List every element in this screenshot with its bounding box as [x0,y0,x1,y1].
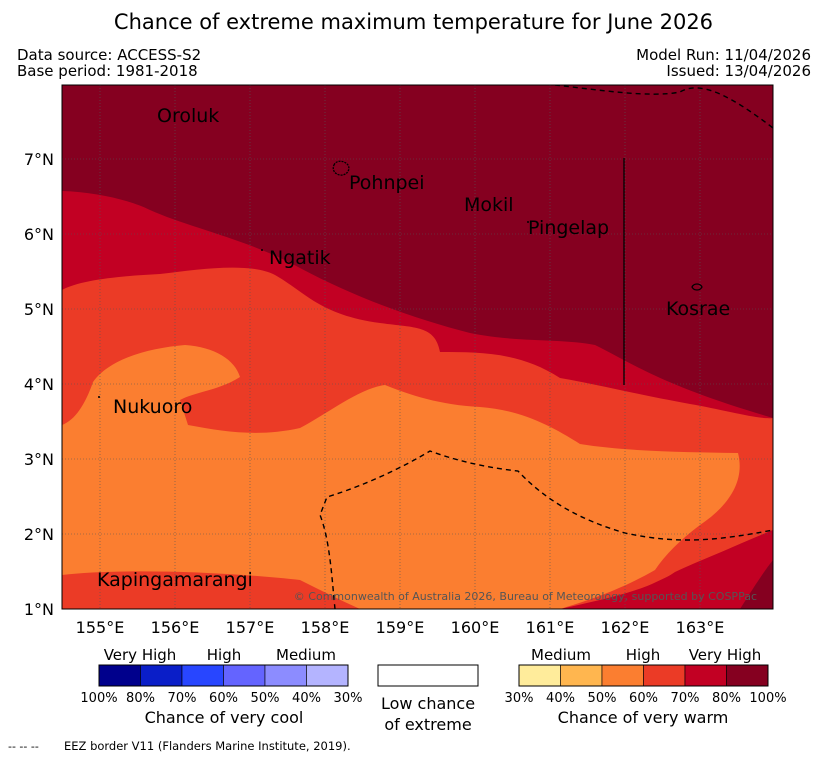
cool-swatch-5 [264,664,307,687]
data-source: Data source: ACCESS-S2 [17,46,202,64]
cool-category-medium: Medium [276,646,336,664]
warm-bar-frame [518,664,769,687]
eez-borders [319,85,773,609]
place-label-mokil: Mokil [464,194,514,216]
lon-label-158e: 158°E [301,618,350,637]
warm-tick-100: 100% [749,691,786,706]
warm-tick-labels: 30% 40% 50% 60% 70% 80% 100% [505,691,787,706]
kosrae-outline [691,283,703,291]
cool-tick-60: 60% [209,691,238,706]
cool-tick-80: 80% [126,691,155,706]
place-label-pohnpei: Pohnpei [349,172,425,194]
place-labels: Oroluk Pohnpei Mokil Pingelap Ngatik Kosrae Nu… [97,105,730,591]
lon-label-160e: 160°E [451,618,500,637]
warm-swatch-3 [601,664,644,687]
warm-tick-50: 50% [588,691,617,706]
cool-bar-frame [98,664,349,687]
lat-label-1n: 1°N [24,600,54,619]
cool-swatch-4 [223,664,266,687]
place-label-oroluk: Oroluk [157,105,219,127]
eez-symbol: -- -- -- [8,740,39,753]
cool-category-high: High [207,646,241,664]
place-label-nukuoro: Nukuoro [113,396,192,418]
place-label-ngatik: Ngatik [269,247,331,269]
legend: Very High High Medium Medium High Very H… [80,646,786,734]
lat-label-4n: 4°N [24,375,54,394]
issued-date: Issued: 13/04/2026 [666,62,811,80]
region-60 [62,345,740,609]
warm-swatch-4 [643,664,686,687]
base-period: Base period: 1981-2018 [17,62,198,80]
longitude-labels: 155°E 156°E 157°E 158°E 159°E 160°E 161°E 162°E… [76,618,725,637]
cool-colorbar [98,664,349,687]
latitude-labels: 7°N 6°N 5°N 4°N 3°N 2°N 1°N [24,150,54,619]
warm-swatch-1 [518,664,561,687]
pohnpei-outline [332,160,350,176]
low-caption-line1: Low chance [381,694,475,713]
place-label-kosrae: Kosrae [666,298,730,320]
warm-category-very-high: Very High [689,646,762,664]
cool-tick-70: 70% [168,691,197,706]
region-60-south [62,571,360,609]
lon-label-155e: 155°E [76,618,125,637]
probability-regions [62,85,773,609]
meta-right: Model Run: 11/04/2026 Issued: 13/04/2026 [636,47,811,79]
warm-category-high: High [626,646,660,664]
cool-tick-labels: 100% 80% 70% 60% 50% 40% 30% [80,691,362,706]
warm-tick-40: 40% [546,691,575,706]
lon-label-156e: 156°E [151,618,200,637]
cool-caption: Chance of very cool [145,708,304,727]
lat-label-7n: 7°N [24,150,54,169]
gridlines [62,85,773,609]
region-100-se [740,560,773,609]
eez-border-north [554,85,773,129]
warm-swatch-6 [726,664,769,687]
map-frame [61,84,774,610]
lon-label-163e: 163°E [676,618,725,637]
nukuoro-marker [98,396,100,398]
page-title: Chance of extreme maximum temperature fo… [113,10,714,34]
lat-label-3n: 3°N [24,450,54,469]
cool-swatch-6 [306,664,349,687]
lon-label-162e: 162°E [601,618,650,637]
warm-tick-30: 30% [505,691,534,706]
cool-swatch-1 [98,664,141,687]
warm-caption: Chance of very warm [558,708,729,727]
ngatik-marker [261,249,263,251]
warm-category-medium: Medium [531,646,591,664]
warm-tick-60: 60% [629,691,658,706]
model-run: Model Run: 11/04/2026 [636,46,811,64]
island-outlines [98,160,703,398]
cool-tick-100: 100% [80,691,117,706]
eez-border-south [319,450,773,609]
meta-left: Data source: ACCESS-S2 Base period: 1981… [17,47,201,79]
lat-label-5n: 5°N [24,300,54,319]
pingelap-marker [527,221,529,223]
cool-swatch-2 [140,664,183,687]
warm-swatch-5 [684,664,727,687]
lon-label-161e: 161°E [526,618,575,637]
warm-tick-70: 70% [671,691,700,706]
lat-label-2n: 2°N [24,525,54,544]
low-chance-box [377,664,479,687]
lon-label-159e: 159°E [376,618,425,637]
lon-label-157e: 157°E [226,618,275,637]
place-label-pingelap: Pingelap [528,217,609,239]
cool-category-very-high: Very High [104,646,177,664]
warm-colorbar [518,664,769,687]
mokil-marker [471,209,473,211]
cool-tick-50: 50% [251,691,280,706]
region-80-se [600,530,773,609]
copyright-text: © Commonwealth of Australia 2026, Bureau… [294,590,757,603]
warm-swatch-2 [560,664,603,687]
warm-tick-80: 80% [712,691,741,706]
cool-tick-40: 40% [292,691,321,706]
cool-swatch-3 [181,664,224,687]
place-label-kapingamarangi: Kapingamarangi [97,569,253,591]
lat-label-6n: 6°N [24,225,54,244]
low-caption-line2: of extreme [384,715,471,734]
cool-tick-30: 30% [334,691,363,706]
eez-note: EEZ border V11 (Flanders Marine Institut… [64,739,351,753]
